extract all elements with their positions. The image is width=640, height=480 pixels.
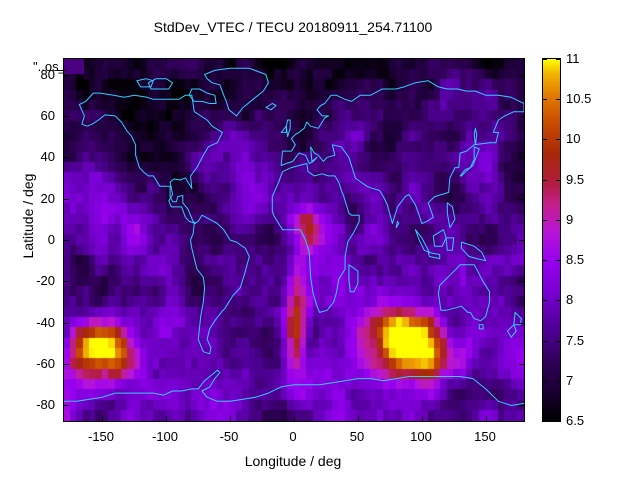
y-axis-tick [64,75,69,76]
colorbar-tick [543,300,547,301]
y-axis-tick [64,323,69,324]
colorbar-tick [543,260,547,261]
colorbar-tick [556,420,560,421]
x-axis-tick [102,59,103,64]
x-axis-tick [358,59,359,64]
x-axis-title: Longitude / deg [244,453,342,469]
y-axis-tick [519,199,524,200]
x-axis-tick-label: 0 [289,429,297,444]
plot-key-swatch [64,59,84,74]
y-axis-tick-label: -20 [36,273,55,288]
colorbar-tick [543,59,547,60]
page-title: StdDev_VTEC / TECU 20180911_254.71100 [153,19,433,35]
y-axis-tick-label: 0 [47,232,55,247]
y-axis-tick-label: 60 [40,108,55,123]
y-axis-tick [519,157,524,158]
colorbar-tick [556,180,560,181]
colorbar-tick-label: 11 [566,51,580,66]
x-axis-tick-label: 150 [474,429,496,444]
y-axis-tick-label: -40 [36,315,55,330]
plot-key-label: "..os_ [33,59,66,74]
y-axis-tick-label: 40 [40,149,55,164]
colorbar-tick [556,300,560,301]
colorbar-tick-label: 6.5 [566,413,585,428]
y-axis-tick [64,405,69,406]
x-axis-tick-label: -100 [151,429,179,444]
y-axis-tick [64,199,69,200]
x-axis-tick [486,416,487,421]
colorbar-tick-label: 10.5 [566,91,592,106]
colorbar-tick [556,59,560,60]
colorbar-tick [556,139,560,140]
colorbar-gradient [543,59,560,421]
heatmap-plot-area[interactable] [63,58,525,422]
y-axis-tick [519,281,524,282]
y-axis-tick [519,364,524,365]
y-axis-tick [519,75,524,76]
colorbar-tick-label: 10 [566,131,581,146]
y-axis-tick [64,116,69,117]
y-axis-tick [519,323,524,324]
y-axis-tick [64,364,69,365]
y-axis-tick [64,240,69,241]
x-axis-tick [358,416,359,421]
colorbar-tick [543,381,547,382]
x-axis-tick [422,59,423,64]
x-axis-tick-label: 50 [349,429,365,444]
colorbar-tick [543,420,547,421]
colorbar-tick [543,139,547,140]
colorbar-tick [556,220,560,221]
x-axis-tick [486,59,487,64]
colorbar-tick-label: 9 [566,212,574,227]
y-axis-tick-label: -60 [36,356,55,371]
colorbar-tick [543,180,547,181]
y-axis-tick [519,240,524,241]
y-axis-tick [64,281,69,282]
plot-key-rule [57,70,66,71]
x-axis-tick-label: -150 [87,429,115,444]
colorbar-tick [556,381,560,382]
x-axis-tick [230,416,231,421]
heatmap-raster [64,59,524,421]
y-axis-tick-label: 80 [40,67,55,82]
colorbar-tick [543,341,547,342]
colorbar-tick [556,260,560,261]
colorbar-tick-label: 8.5 [566,252,585,267]
y-axis-tick [64,157,69,158]
x-axis-tick [166,59,167,64]
x-axis-tick-label: -50 [219,429,239,444]
colorbar[interactable] [542,58,561,422]
colorbar-tick-label: 7.5 [566,333,585,348]
y-axis-tick [519,405,524,406]
colorbar-tick-label: 7 [566,373,574,388]
x-axis-tick [294,59,295,64]
x-axis-tick-label: 100 [410,429,432,444]
colorbar-tick [543,99,547,100]
colorbar-tick [543,220,547,221]
y-axis-tick-label: 20 [40,191,55,206]
x-axis-tick [102,416,103,421]
x-axis-tick [294,416,295,421]
y-axis-tick [519,116,524,117]
x-axis-tick [422,416,423,421]
colorbar-tick-label: 8 [566,292,574,307]
x-axis-tick [230,59,231,64]
colorbar-tick [556,99,560,100]
x-axis-tick [166,416,167,421]
colorbar-tick [556,341,560,342]
y-axis-tick-label: -80 [36,397,55,412]
colorbar-tick-label: 9.5 [566,172,585,187]
